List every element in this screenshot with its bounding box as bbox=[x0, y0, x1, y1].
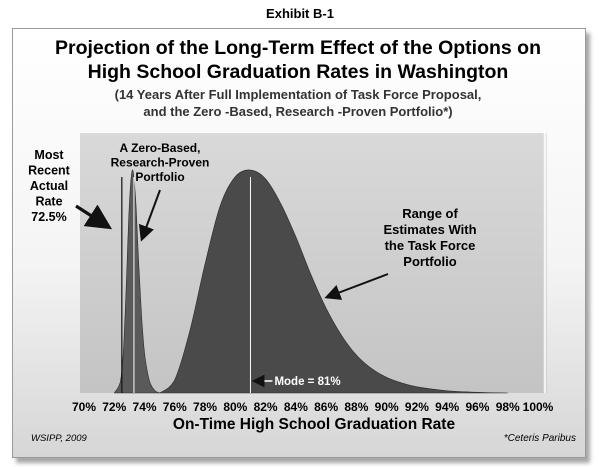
x-tick-label: 98% bbox=[496, 400, 520, 414]
task-force-range-curve bbox=[158, 169, 508, 394]
most-recent-rate-label-line: Actual bbox=[30, 179, 68, 193]
task-force-range-arrow bbox=[324, 273, 389, 300]
x-tick-label: 80% bbox=[223, 400, 247, 414]
source-note: WSIPP, 2009 bbox=[31, 433, 87, 444]
x-tick-label: 78% bbox=[193, 400, 217, 414]
task-force-range-label-line: Estimates With bbox=[383, 222, 476, 237]
chart-title-line-1: Projection of the Long-Term Effect of th… bbox=[54, 37, 542, 59]
mode-label-text: Mode = 81% bbox=[274, 376, 340, 388]
x-tick-label: 90% bbox=[375, 400, 399, 414]
x-axis-title: On-Time High School Graduation Rate bbox=[173, 416, 456, 433]
x-tick-label: 94% bbox=[435, 400, 459, 414]
x-tick-label: 100% bbox=[523, 400, 554, 414]
zero-based-portfolio-label-line: A Zero-Based, bbox=[120, 141, 201, 155]
x-tick-label: 72% bbox=[102, 400, 126, 414]
most-recent-rate-arrow bbox=[75, 204, 113, 230]
x-tick-label: 96% bbox=[465, 400, 489, 414]
most-recent-rate-label-line: Most bbox=[34, 148, 64, 162]
task-force-range-label-line: Range of bbox=[402, 206, 458, 221]
x-tick-label: 82% bbox=[254, 400, 278, 414]
x-tick-label: 92% bbox=[405, 400, 429, 414]
most-recent-rate-label-line: Rate bbox=[35, 195, 62, 209]
exhibit-label: Exhibit B-1 bbox=[266, 6, 334, 21]
task-force-range-label-line: the Task Force bbox=[385, 238, 476, 253]
mode-label: Mode = 81% bbox=[251, 374, 341, 388]
zero-based-portfolio-curve bbox=[113, 169, 160, 394]
x-tick-label: 86% bbox=[314, 400, 338, 414]
x-tick-label: 74% bbox=[133, 400, 157, 414]
series-layer bbox=[113, 169, 508, 394]
zero-based-portfolio-label-line: Portfolio bbox=[135, 170, 184, 184]
x-tick-label: 88% bbox=[344, 400, 368, 414]
most-recent-rate-label-line: Recent bbox=[28, 164, 71, 178]
chart-title-line-2: High School Graduation Rates in Washingt… bbox=[87, 61, 509, 83]
chart-subtitle-line-2: and the Zero -Based, Research -Proven Po… bbox=[143, 104, 453, 119]
reference-lines bbox=[121, 177, 251, 393]
chart-subtitle-line-1: (14 Years After Full Implementation of T… bbox=[114, 87, 482, 102]
zero-based-portfolio-arrow bbox=[138, 189, 161, 242]
x-tick-label: 70% bbox=[72, 400, 96, 414]
task-force-range-label-line: Portfolio bbox=[403, 254, 456, 269]
zero-based-portfolio-label-line: Research-Proven bbox=[111, 156, 210, 170]
x-axis-ticks: 70% 72% 74% 76% 78% 80% 82% 84% 86% 88% 90% 92% 94% 9… bbox=[72, 400, 554, 414]
x-tick-label: 76% bbox=[163, 400, 187, 414]
x-tick-label: 84% bbox=[284, 400, 308, 414]
most-recent-rate-label-line: 72.5% bbox=[31, 210, 66, 224]
ceteris-paribus-note: *Ceteris Paribus bbox=[503, 433, 576, 444]
